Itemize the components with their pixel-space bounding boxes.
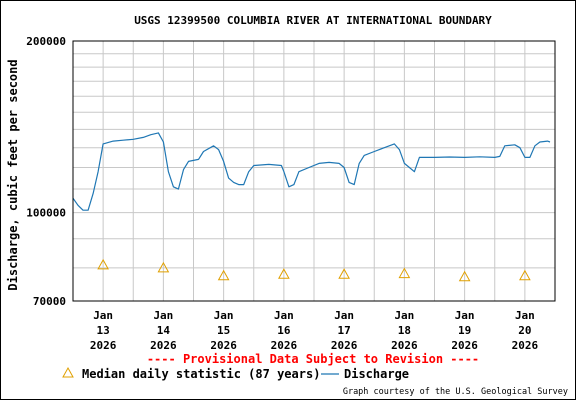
grid [73, 40, 556, 302]
legend: Median daily statistic (87 years) Discha… [62, 366, 409, 381]
x-tick-label-line: 19 [458, 324, 471, 337]
x-tick-label: Jan 20 2026 [512, 309, 539, 352]
x-tick-label-line: 2026 [512, 339, 539, 352]
median-marker [519, 269, 531, 281]
x-tick-label-line: 2026 [331, 339, 358, 352]
x-tick-label: Jan 13 2026 [90, 309, 117, 352]
courtesy-note: Graph courtesy of the U.S. Geological Su… [343, 387, 568, 397]
x-tick-label-line: Jan [455, 309, 475, 322]
median-marker [97, 258, 109, 270]
x-tick-label-line: Jan [515, 309, 535, 322]
x-tick-label: Jan 17 2026 [331, 309, 358, 352]
median-marker [458, 270, 471, 282]
median-marker [338, 268, 350, 279]
y-tick-label: 70000 [33, 295, 66, 308]
x-tick-label-line: 2026 [210, 339, 237, 352]
median-marker [217, 269, 230, 281]
ticks: Jan 13 2026 Jan 14 2026 Jan 15 2026 Jan 16 2026 Jan 1… [26, 35, 538, 352]
x-tick-label-line: 2026 [391, 339, 418, 352]
provisional-notice: ---- Provisional Data Subject to Revisio… [147, 352, 479, 366]
x-tick-label-line: 2026 [451, 339, 478, 352]
x-tick-label-line: Jan [334, 309, 354, 322]
series [72, 132, 551, 282]
plot-frame [72, 40, 556, 302]
x-tick-label-line: 16 [277, 324, 291, 337]
x-tick-label-line: Jan [214, 309, 234, 322]
chart-title: USGS 12399500 COLUMBIA RIVER AT INTERNAT… [134, 14, 492, 27]
y-tick-label: 200000 [26, 35, 66, 48]
x-tick-label: Jan 19 2026 [451, 309, 478, 352]
x-tick-label-line: Jan [394, 309, 414, 322]
y-tick-label: 100000 [26, 207, 66, 220]
discharge-line [72, 132, 551, 211]
median-marker [278, 268, 290, 279]
x-tick-label-line: Jan [274, 309, 294, 322]
x-tick-label: Jan 16 2026 [271, 309, 298, 352]
x-tick-label: Jan 14 2026 [150, 309, 177, 352]
median-marker [157, 261, 170, 273]
x-tick-label-line: 2026 [90, 339, 117, 352]
y-axis-label: Discharge, cubic feet per second [6, 59, 20, 290]
x-tick-label-line: Jan [93, 309, 113, 322]
x-tick-label: Jan 18 2026 [391, 309, 418, 352]
x-tick-label-line: 2026 [271, 339, 298, 352]
x-tick-label-line: 15 [217, 324, 230, 337]
x-tick-label-line: 18 [398, 324, 411, 337]
x-tick-label: Jan 15 2026 [210, 309, 237, 352]
x-tick-label-line: 14 [157, 324, 171, 337]
x-tick-label-line: 20 [518, 324, 531, 337]
x-tick-label-line: 2026 [150, 339, 177, 352]
x-tick-label-line: 13 [97, 324, 110, 337]
legend-discharge-label: Discharge [344, 367, 409, 381]
median-marker [398, 267, 411, 279]
x-tick-label-line: Jan [153, 309, 173, 322]
legend-median-label: Median daily statistic (87 years) [82, 367, 320, 381]
legend-median-marker [62, 366, 74, 378]
x-tick-label-line: 17 [338, 324, 351, 337]
